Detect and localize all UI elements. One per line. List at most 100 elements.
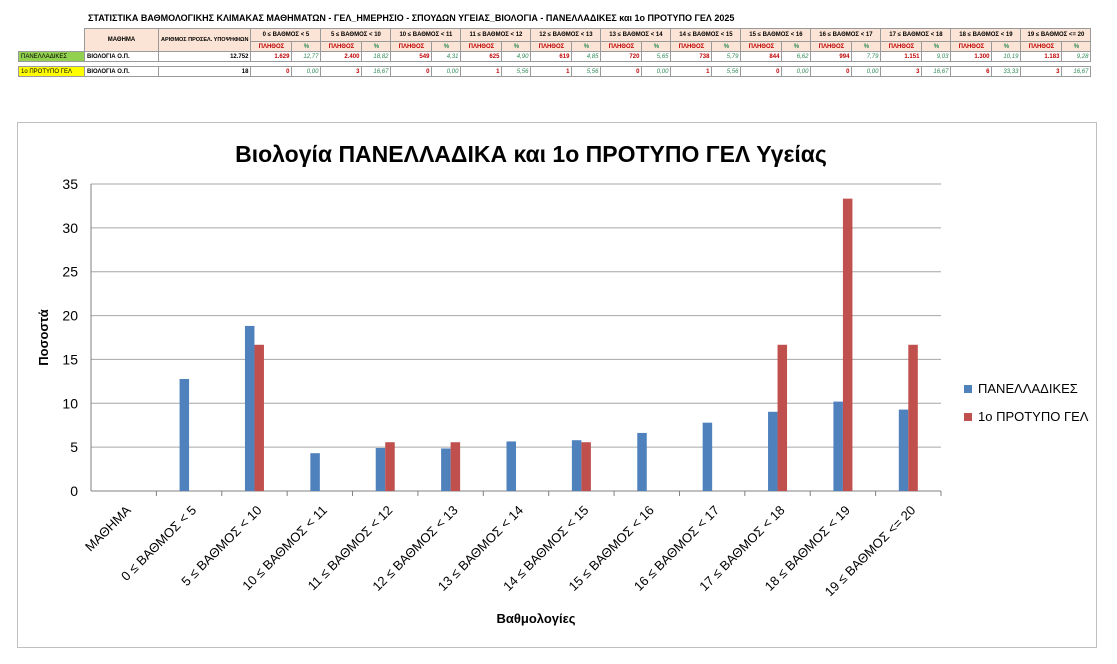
row-label: ΠΑΝΕΛΛΑΔΙΚΕΣ <box>18 51 85 62</box>
subheader-count: ΠΛΗΘΟΣ <box>1020 41 1063 52</box>
bar-protypo <box>385 442 395 491</box>
bar-panelladikes <box>702 422 713 491</box>
cell-count: 0 <box>600 66 643 77</box>
subheader-count: ΠΛΗΘΟΣ <box>810 41 853 52</box>
subheader-pct: % <box>1061 41 1092 52</box>
grade-group-header: 0 ≤ ΒΑΘΜΟΣ < 5 <box>250 28 322 42</box>
chart-area: Βιολογία ΠΑΝΕΛΛΑΔΙΚΑ και 1ο ΠΡΟΤΥΠΟ ΓΕΛ … <box>17 122 1097 648</box>
subheader-count: ΠΛΗΘΟΣ <box>460 41 503 52</box>
y-axis-label: Ποσοστά <box>36 309 51 366</box>
bar-panelladikes <box>637 432 647 491</box>
cell-count: 0 <box>810 66 853 77</box>
bar-panelladikes <box>244 325 255 491</box>
cell-pct: 7,79 <box>851 51 882 62</box>
bar-protypo <box>777 344 788 491</box>
cell-pct: 18,82 <box>361 51 392 62</box>
cell-pct: 12,77 <box>291 51 322 62</box>
col-mathima: ΜΑΘΗΜΑ <box>84 28 159 52</box>
grade-group-header: 17 ≤ ΒΑΘΜΟΣ < 18 <box>880 28 952 42</box>
cell-count: 3 <box>1020 66 1063 77</box>
table-header-row: ΜΑΘΗΜΑ ΑΡΙΘΜΟΣ ΠΡΟΣΕΛ. ΥΠΟΨΗΦΙΩΝ 0 ≤ ΒΑΘ… <box>18 28 1092 52</box>
table-title: ΣΤΑΤΙΣΤΙΚΑ ΒΑΘΜΟΛΟΓΙΚΗΣ ΚΛΙΜΑΚΑΣ ΜΑΘΗΜΑΤ… <box>88 13 735 23</box>
cell-count: 2.400 <box>320 51 363 62</box>
cell-pct: 5,56 <box>571 66 602 77</box>
table-row: 1ο ΠΡΟΤΥΠΟ ΓΕΛ ΒΙΟΛΟΓΙΑ Ο.Π. 18 0 0,00 3 16,67… <box>18 66 1092 77</box>
grade-group-header: 19 ≤ ΒΑΘΜΟΣ <= 20 <box>1020 28 1092 42</box>
y-tick-label: 0 <box>70 483 78 499</box>
cell-pct: 5,65 <box>641 51 672 62</box>
cell-pct: 5,79 <box>711 51 742 62</box>
subheader-count: ΠΛΗΘΟΣ <box>320 41 363 52</box>
cell-pct: 0,00 <box>291 66 322 77</box>
grade-group-header: 18 ≤ ΒΑΘΜΟΣ < 19 <box>950 28 1022 42</box>
legend-swatch <box>964 385 972 393</box>
cell-pct: 9,03 <box>921 51 952 62</box>
chart-title: Βιολογία ΠΑΝΕΛΛΑΔΙΚΑ και 1ο ΠΡΟΤΥΠΟ ΓΕΛ … <box>235 141 827 167</box>
subheader-count: ΠΛΗΘΟΣ <box>390 41 433 52</box>
cell-count: 549 <box>390 51 433 62</box>
x-axis-label: Βαθμολογίες <box>496 611 575 626</box>
cell-pct: 9,28 <box>1061 51 1092 62</box>
subheader-count: ΠΛΗΘΟΣ <box>740 41 783 52</box>
cell-count: 1.300 <box>950 51 993 62</box>
cell-count: 1 <box>670 66 713 77</box>
row-lesson: ΒΙΟΛΟΓΙΑ Ο.Π. <box>84 51 159 62</box>
legend-label: 1ο ΠΡΟΤΥΠΟ ΓΕΛ <box>978 409 1089 424</box>
grade-group-header: 13 ≤ ΒΑΘΜΟΣ < 14 <box>600 28 672 42</box>
y-tick-label: 10 <box>62 395 78 411</box>
cell-pct: 0,00 <box>431 66 462 77</box>
grade-group-header: 12 ≤ ΒΑΘΜΟΣ < 13 <box>530 28 602 42</box>
bar-protypo <box>842 198 853 491</box>
cell-count: 0 <box>390 66 433 77</box>
cell-pct: 4,90 <box>501 51 532 62</box>
legend-label: ΠΑΝΕΛΛΑΔΙΚΕΣ <box>978 381 1078 396</box>
subheader-pct: % <box>711 41 742 52</box>
row-total: 12.752 <box>157 51 252 62</box>
col-count: ΑΡΙΘΜΟΣ ΠΡΟΣΕΛ. ΥΠΟΨΗΦΙΩΝ <box>157 28 252 52</box>
cell-count: 0 <box>740 66 783 77</box>
bar-protypo <box>581 442 591 491</box>
subheader-pct: % <box>641 41 672 52</box>
cell-pct: 16,67 <box>921 66 952 77</box>
table-row: ΠΑΝΕΛΛΑΔΙΚΕΣ ΒΙΟΛΟΓΙΑ Ο.Π. 12.752 1.629 12,7… <box>18 51 1092 62</box>
bar-panelladikes <box>768 411 778 491</box>
subheader-count: ΠΛΗΘΟΣ <box>880 41 923 52</box>
table-corner <box>18 28 85 42</box>
cell-pct: 0,00 <box>641 66 672 77</box>
cell-count: 844 <box>740 51 783 62</box>
grade-group-header: 10 ≤ ΒΑΘΜΟΣ < 11 <box>390 28 462 42</box>
bar-panelladikes <box>898 409 909 491</box>
subheader-pct: % <box>991 41 1022 52</box>
grade-group-header: 11 ≤ ΒΑΘΜΟΣ < 12 <box>460 28 532 42</box>
cell-pct: 10,19 <box>991 51 1022 62</box>
cell-count: 3 <box>880 66 923 77</box>
cell-pct: 5,56 <box>501 66 532 77</box>
cell-pct: 16,67 <box>1061 66 1092 77</box>
cell-pct: 0,00 <box>781 66 812 77</box>
cell-count: 3 <box>320 66 363 77</box>
bar-panelladikes <box>179 378 190 491</box>
cell-count: 1.629 <box>250 51 293 62</box>
grade-group-header: 14 ≤ ΒΑΘΜΟΣ < 15 <box>670 28 742 42</box>
subheader-pct: % <box>781 41 812 52</box>
cell-pct: 0,00 <box>851 66 882 77</box>
subheader-pct: % <box>851 41 882 52</box>
subheader-count: ΠΛΗΘΟΣ <box>670 41 713 52</box>
cell-pct: 5,56 <box>711 66 742 77</box>
bar-chart: Βιολογία ΠΑΝΕΛΛΑΔΙΚΑ και 1ο ΠΡΟΤΥΠΟ ΓΕΛ … <box>36 141 1089 626</box>
bar-panelladikes <box>506 441 516 491</box>
cell-pct: 4,85 <box>571 51 602 62</box>
y-tick-label: 35 <box>62 176 78 192</box>
subheader-count: ΠΛΗΘΟΣ <box>950 41 993 52</box>
cell-count: 738 <box>670 51 713 62</box>
bar-panelladikes <box>571 440 582 491</box>
bar-panelladikes <box>441 448 451 491</box>
cell-count: 6 <box>950 66 993 77</box>
y-tick-label: 25 <box>62 264 78 280</box>
cell-count: 1 <box>460 66 503 77</box>
cell-count: 1.151 <box>880 51 923 62</box>
bar-panelladikes <box>375 448 386 491</box>
grade-group-header: 16 ≤ ΒΑΘΜΟΣ < 17 <box>810 28 882 42</box>
subheader-pct: % <box>361 41 392 52</box>
subheader-pct: % <box>431 41 462 52</box>
